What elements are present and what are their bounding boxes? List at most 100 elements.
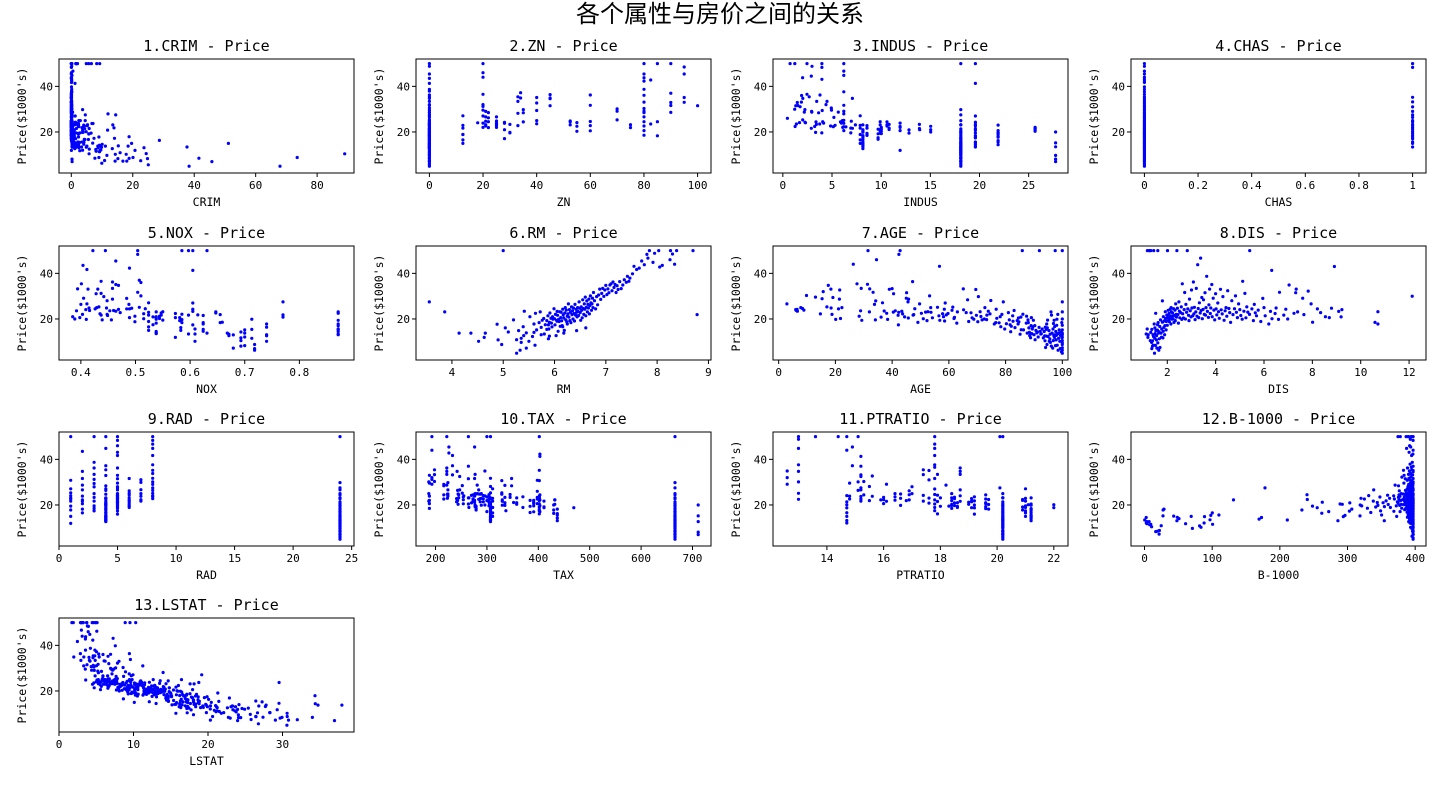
data-point — [614, 290, 618, 295]
data-point — [933, 435, 937, 439]
data-point — [1150, 339, 1155, 343]
data-point — [899, 492, 903, 496]
data-point — [104, 511, 108, 515]
data-point — [260, 700, 264, 704]
data-point — [995, 316, 999, 320]
data-point — [126, 144, 130, 148]
data-point — [517, 329, 521, 333]
data-point — [559, 316, 563, 320]
data-point — [1398, 510, 1402, 514]
data-point — [338, 481, 342, 485]
data-point — [917, 122, 922, 126]
data-point — [1378, 495, 1382, 499]
data-point — [500, 479, 504, 483]
data-point — [216, 691, 220, 695]
data-point — [538, 504, 542, 508]
data-point — [427, 300, 431, 304]
data-point — [682, 65, 686, 69]
data-point — [950, 496, 954, 500]
data-point — [906, 300, 910, 304]
data-point — [559, 310, 563, 314]
data-point — [1398, 494, 1402, 498]
y-axis-label: Price($1000's) — [15, 627, 29, 724]
data-point — [80, 449, 84, 453]
x-tick-label: 6 — [551, 366, 558, 379]
data-point — [1407, 450, 1411, 454]
data-point — [1019, 328, 1023, 332]
data-point — [179, 678, 184, 682]
data-point — [1142, 85, 1146, 89]
data-point — [1035, 330, 1039, 334]
data-point — [483, 331, 487, 335]
x-tick-label: 100 — [1052, 366, 1072, 379]
x-tick-label: 80 — [311, 179, 324, 192]
data-point — [1157, 348, 1161, 352]
data-point — [858, 132, 862, 137]
data-point — [566, 312, 570, 316]
data-point — [785, 469, 789, 473]
data-point — [836, 435, 840, 439]
subplot-title: 10.TAX - Price — [500, 410, 626, 428]
data-point — [104, 306, 109, 310]
data-point — [118, 311, 122, 315]
data-point — [899, 496, 903, 500]
x-tick-label: 25 — [345, 552, 358, 565]
data-point — [1045, 322, 1049, 326]
data-point — [111, 123, 115, 127]
data-point — [243, 335, 247, 339]
data-point — [1026, 503, 1030, 507]
data-point — [959, 113, 963, 117]
data-point — [893, 492, 897, 496]
data-point — [521, 495, 525, 499]
data-point — [511, 500, 516, 505]
data-point — [801, 96, 805, 100]
data-point — [1350, 507, 1354, 511]
x-tick-label: 10 — [169, 552, 182, 565]
data-point — [1411, 95, 1415, 99]
data-point — [139, 480, 143, 484]
x-tick-label: 0 — [68, 179, 75, 192]
data-point — [1023, 509, 1028, 513]
data-point — [450, 464, 455, 468]
data-point — [503, 501, 507, 505]
data-point — [579, 318, 583, 322]
data-point — [88, 632, 92, 637]
data-point — [1157, 528, 1161, 533]
data-point — [1186, 313, 1191, 317]
data-point — [904, 499, 908, 503]
data-point — [890, 287, 894, 291]
data-point — [1057, 328, 1061, 332]
x-tick-label: 9 — [705, 366, 712, 379]
data-point — [1358, 514, 1362, 518]
axes-frame — [415, 431, 712, 547]
data-point — [935, 472, 940, 476]
data-point — [801, 76, 805, 80]
data-point — [475, 483, 479, 487]
data-point — [1180, 282, 1184, 286]
data-point — [974, 313, 979, 317]
data-point — [673, 522, 677, 526]
data-point — [100, 318, 104, 322]
x-tick-label: 10 — [127, 738, 140, 751]
data-point — [898, 129, 902, 133]
data-point — [72, 655, 76, 659]
data-point — [336, 327, 340, 331]
data-point — [191, 323, 195, 327]
data-point — [139, 294, 143, 298]
data-point — [1054, 338, 1058, 342]
data-point — [933, 487, 937, 491]
data-point — [958, 488, 962, 492]
data-point — [180, 312, 184, 316]
y-tick-label: 20 — [754, 499, 767, 512]
data-point — [533, 343, 537, 347]
data-point — [543, 323, 547, 327]
data-point — [918, 128, 922, 132]
data-point — [170, 703, 174, 707]
data-point — [842, 69, 846, 73]
data-point — [1220, 312, 1224, 316]
data-point — [805, 92, 809, 96]
data-point — [92, 481, 96, 486]
data-point — [478, 500, 482, 504]
data-point — [80, 469, 84, 473]
data-point — [1039, 332, 1043, 336]
